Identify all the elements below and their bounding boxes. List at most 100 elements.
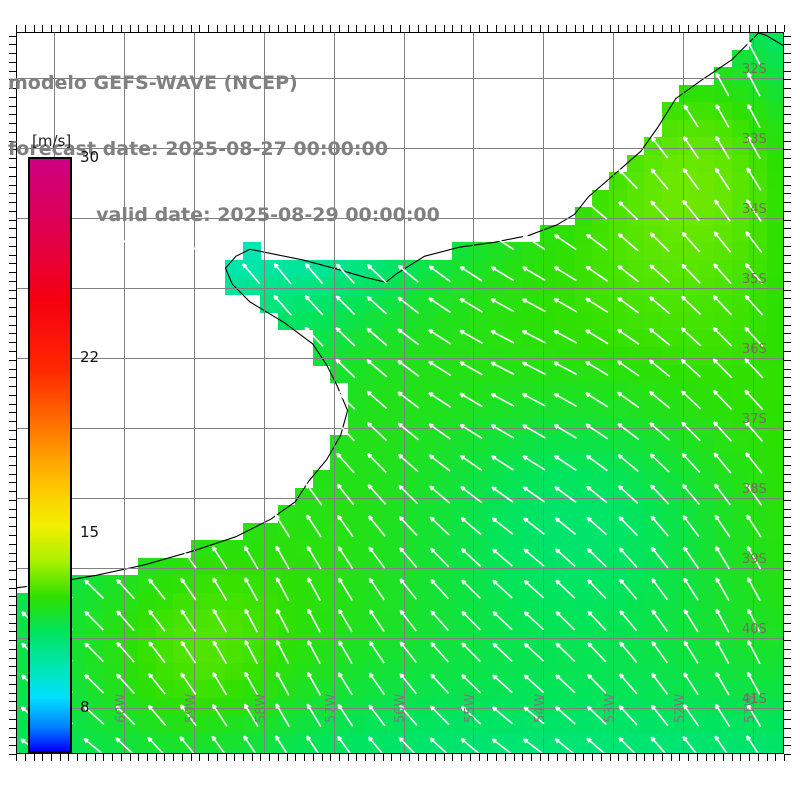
raster-cell xyxy=(539,627,558,646)
raster-cell xyxy=(766,382,784,401)
raster-cell xyxy=(452,557,471,576)
tick-bottom xyxy=(452,754,454,761)
tick-left xyxy=(9,754,16,755)
tick-bottom xyxy=(775,754,777,761)
raster-cell xyxy=(155,645,174,664)
raster-cell xyxy=(434,435,453,454)
tick-top xyxy=(487,25,489,32)
raster-cell xyxy=(225,680,244,699)
tick-right xyxy=(784,473,791,475)
tick-left xyxy=(9,123,16,125)
raster-cell xyxy=(347,697,366,717)
raster-cell xyxy=(155,557,174,576)
raster-cell xyxy=(452,329,471,349)
tick-right xyxy=(784,254,791,256)
raster-cell xyxy=(295,522,314,541)
raster-cell xyxy=(644,487,663,506)
tick-bottom xyxy=(714,754,716,761)
raster-cell xyxy=(277,592,296,611)
raster-cell xyxy=(766,522,784,541)
raster-cell xyxy=(138,732,157,752)
raster-cell xyxy=(173,610,192,629)
raster-cell xyxy=(452,347,471,366)
raster-cell xyxy=(365,522,384,541)
tick-right xyxy=(784,298,791,300)
raster-cell xyxy=(347,400,366,419)
raster-cell xyxy=(626,207,645,226)
raster-cell xyxy=(574,277,593,296)
raster-cell xyxy=(417,662,436,681)
raster-cell xyxy=(504,417,523,436)
tick-left xyxy=(9,578,16,580)
raster-cell xyxy=(312,610,331,629)
raster-cell xyxy=(714,154,733,173)
tick-right xyxy=(784,701,791,703)
tick-left xyxy=(9,613,16,615)
tick-bottom xyxy=(600,754,602,761)
raster-cell xyxy=(766,400,784,419)
raster-cell xyxy=(626,382,645,401)
raster-cell xyxy=(626,470,645,489)
raster-cell xyxy=(661,645,680,664)
lat-label-33S: 33S xyxy=(742,131,767,147)
raster-cell xyxy=(731,364,750,384)
raster-cell xyxy=(661,137,680,156)
raster-cell xyxy=(696,137,715,156)
map-plot-area[interactable] xyxy=(16,32,784,754)
tick-bottom xyxy=(304,754,305,761)
raster-cell xyxy=(661,102,680,121)
tick-top xyxy=(347,25,349,32)
raster-cell xyxy=(417,277,436,296)
raster-cell xyxy=(592,259,611,278)
raster-cell xyxy=(452,540,471,559)
raster-cell xyxy=(347,592,366,611)
tick-bottom xyxy=(565,754,567,761)
raster-cell xyxy=(173,557,192,576)
raster-cell xyxy=(592,610,611,629)
raster-cell xyxy=(592,294,611,313)
tick-top xyxy=(434,25,436,32)
raster-cell xyxy=(434,312,453,331)
tick-left xyxy=(9,359,16,361)
raster-cell xyxy=(661,610,680,629)
tick-right xyxy=(784,587,791,589)
raster-cell xyxy=(644,452,663,471)
raster-cell xyxy=(574,732,593,752)
raster-cell xyxy=(574,592,593,611)
raster-cell xyxy=(522,364,541,384)
raster-cell xyxy=(155,662,174,681)
raster-cell xyxy=(714,189,733,208)
raster-cell xyxy=(277,662,296,681)
tick-right xyxy=(784,307,791,309)
raster-cell xyxy=(452,294,471,313)
raster-cell xyxy=(661,329,680,349)
raster-cell xyxy=(312,732,331,752)
colorbar[interactable] xyxy=(28,157,72,753)
raster-cell xyxy=(173,575,192,594)
raster-cell xyxy=(661,627,680,646)
tick-left xyxy=(9,701,16,703)
raster-cell xyxy=(696,312,715,331)
raster-cell xyxy=(661,207,680,226)
tick-right xyxy=(784,561,791,563)
tick-bottom xyxy=(382,754,384,761)
raster-cell xyxy=(557,294,576,313)
raster-cell xyxy=(382,382,401,401)
tick-top xyxy=(574,25,576,32)
tick-bottom xyxy=(443,754,445,761)
raster-cell xyxy=(731,575,750,594)
tick-top xyxy=(146,25,148,32)
raster-cell xyxy=(504,680,523,699)
raster-cell xyxy=(766,452,784,471)
tick-right xyxy=(784,482,791,484)
raster-cell xyxy=(557,382,576,401)
raster-cell xyxy=(626,540,645,559)
raster-cell xyxy=(417,505,436,524)
tick-top xyxy=(513,25,515,32)
raster-cell xyxy=(731,242,750,261)
raster-cell xyxy=(522,732,541,752)
raster-cell xyxy=(522,329,541,349)
tick-right xyxy=(784,464,791,466)
tick-right xyxy=(784,394,791,396)
